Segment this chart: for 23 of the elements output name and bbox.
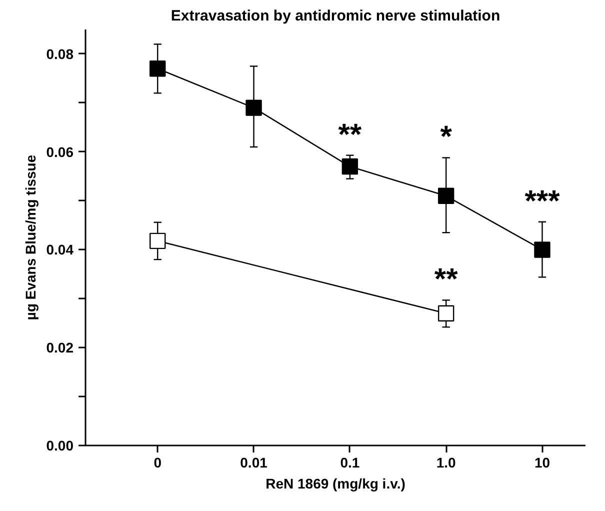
point	[342, 158, 358, 175]
point	[150, 232, 166, 250]
x-tick-label: 0.01	[240, 454, 268, 470]
x-tick-label: 0	[154, 454, 162, 470]
x-axis-title: ReN 1869 (mg/kg i.v.)	[266, 476, 406, 492]
y-tick-label: 0.06	[46, 144, 74, 160]
chart-title: Extravasation by antidromic nerve stimulation	[170, 8, 500, 24]
point	[150, 60, 166, 77]
x-tick-label: 0.1	[340, 454, 360, 470]
x-tick-label: 10	[534, 454, 550, 470]
y-tick-label: 0.02	[46, 340, 74, 356]
y-tick-label: 0.00	[46, 438, 74, 454]
y-tick-label: 0.04	[46, 242, 74, 258]
annotation: ***	[524, 184, 560, 218]
annotation: *	[440, 120, 452, 154]
point	[438, 188, 454, 204]
x-tick-label: 1.0	[436, 454, 456, 470]
annotation: **	[434, 263, 458, 296]
y-tick-label: 0.08	[46, 46, 74, 62]
point	[246, 100, 262, 116]
y-axis-title: µg Evans Blue/mg tissue	[22, 154, 38, 320]
point	[534, 242, 550, 258]
annotation: **	[338, 118, 362, 152]
